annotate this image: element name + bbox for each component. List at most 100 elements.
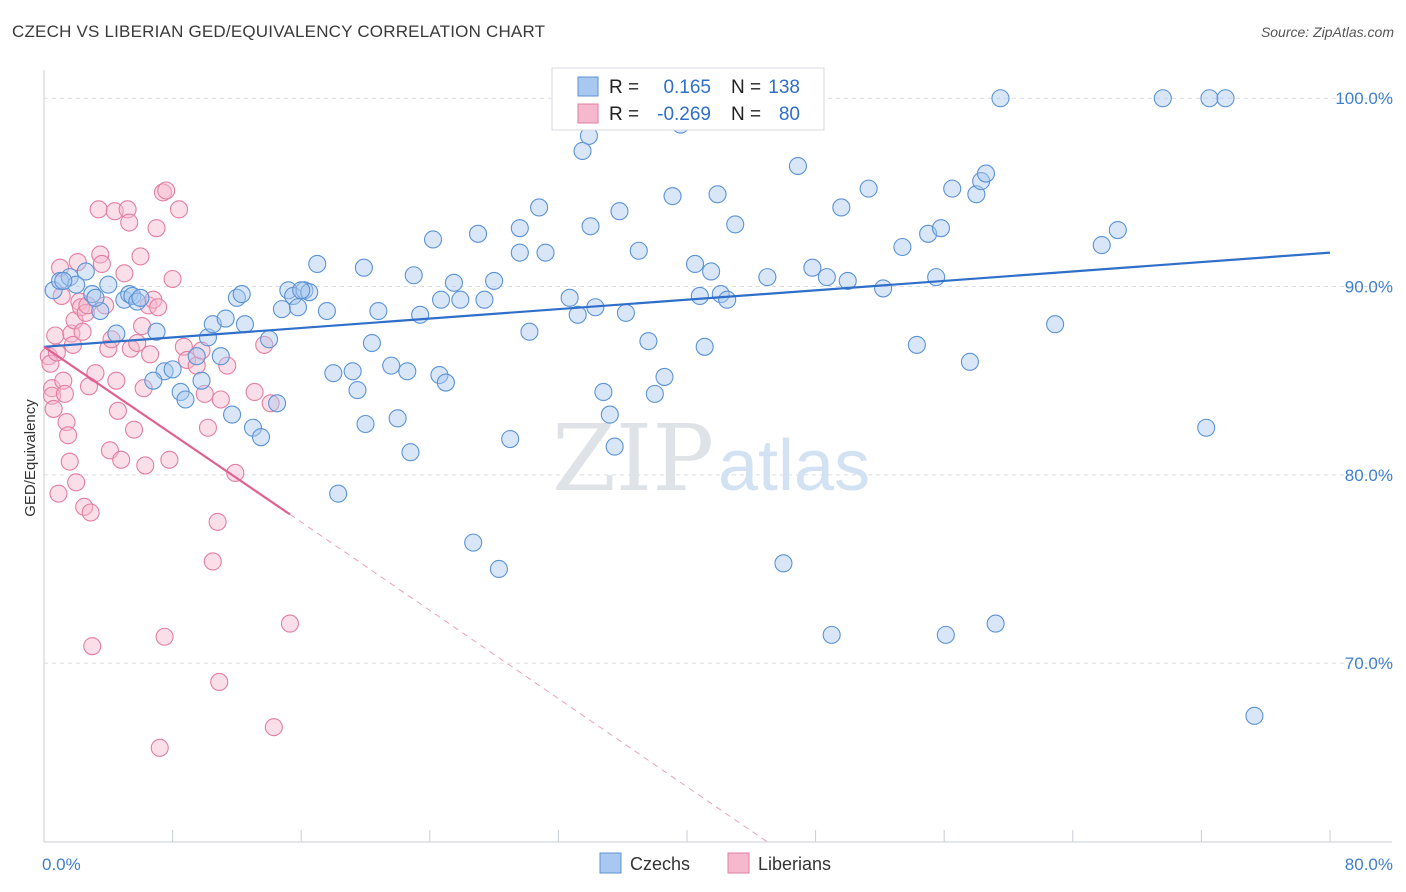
czech-point-80 — [645, 384, 664, 403]
czech-point-69 — [573, 141, 592, 161]
czech-point-99 — [832, 198, 851, 217]
czech-point-42 — [343, 362, 362, 381]
czech-point-65 — [520, 322, 539, 341]
czech-point-20 — [192, 371, 211, 390]
czech-point-108 — [936, 625, 955, 644]
liberian-point-47 — [131, 247, 150, 266]
liberian-point-1 — [41, 354, 60, 373]
liberian-point-42 — [118, 200, 137, 219]
liberian-point-76 — [255, 335, 274, 354]
czech-point-27 — [235, 315, 254, 334]
czech-point-77 — [616, 303, 635, 322]
legend-liberian-n-label: N = — [731, 104, 761, 125]
liberian-point-62 — [169, 200, 189, 219]
czech-point-0 — [44, 281, 63, 300]
czech-point-66 — [530, 198, 549, 217]
liberian-point-12 — [57, 413, 76, 432]
legend-czech-swatch — [577, 76, 599, 97]
czech-point-18 — [176, 390, 195, 409]
y-tick-label-1: 80.0% — [1345, 466, 1393, 485]
legend-liberian-r-value: -0.269 — [657, 104, 711, 125]
liberian-point-28 — [83, 637, 102, 656]
grid-lines — [44, 97, 1392, 664]
czech-point-125 — [86, 288, 105, 307]
czech-points — [44, 89, 1264, 725]
czech-point-130 — [432, 290, 451, 309]
czech-point-106 — [927, 268, 946, 287]
czech-point-39 — [317, 301, 336, 321]
czech-point-30 — [259, 330, 279, 349]
czech-point-45 — [362, 333, 381, 353]
liberian-point-68 — [198, 418, 218, 437]
liberian-point-36 — [102, 330, 121, 349]
liberian-point-5 — [46, 326, 65, 345]
liberian-point-55 — [149, 298, 168, 317]
czech-point-115 — [991, 89, 1010, 108]
bottom-legend-liberian-swatch — [727, 852, 750, 874]
czech-point-67 — [536, 243, 555, 262]
czech-point-81 — [655, 367, 674, 386]
czech-point-90 — [718, 290, 737, 309]
czech-point-91 — [726, 215, 745, 234]
legend-czech-n-value: 138 — [768, 77, 800, 98]
liberian-point-75 — [245, 382, 264, 402]
czech-point-51 — [404, 266, 423, 285]
liberian-point-52 — [141, 345, 160, 364]
liberian-point-78 — [264, 718, 283, 737]
legend-czech-n-label: N = — [731, 77, 761, 98]
liberian-point-73 — [218, 356, 237, 375]
liberian-point-59 — [157, 181, 176, 200]
czech-point-44 — [354, 258, 373, 277]
czech-point-86 — [695, 337, 714, 356]
liberian-point-43 — [120, 213, 139, 232]
czech-point-71 — [581, 217, 600, 236]
legend-liberian-r-label: R = — [609, 104, 639, 125]
bottom-legend-czech-label: Czechs — [630, 854, 690, 874]
liberian-point-60 — [160, 450, 179, 469]
czech-point-87 — [702, 262, 721, 281]
czech-point-114 — [986, 614, 1005, 633]
legend-czech-r-label: R = — [609, 77, 639, 98]
liberian-points — [39, 181, 299, 757]
czech-point-132 — [568, 305, 587, 324]
czech-point-53 — [423, 230, 443, 249]
czech-point-23 — [211, 347, 230, 366]
czech-point-46 — [369, 301, 388, 321]
liberian-point-77 — [261, 394, 280, 413]
y-axis-tick-labels: 70.0% 80.0% 90.0% 100.0% — [1335, 89, 1393, 673]
liberian-point-72 — [211, 390, 230, 409]
czech-point-60 — [475, 290, 494, 309]
czech-point-43 — [348, 381, 367, 400]
czech-point-58 — [464, 533, 483, 552]
czech-point-107 — [931, 219, 951, 238]
czech-point-13 — [131, 288, 150, 307]
czech-point-63 — [501, 430, 520, 449]
liberian-point-14 — [60, 452, 79, 471]
czech-point-4 — [76, 262, 95, 281]
liberian-point-39 — [108, 401, 127, 420]
watermark: ZIP atlas — [552, 405, 870, 512]
x-tick-label-min: 0.0% — [42, 855, 81, 874]
legend-czech-r-value: 0.165 — [663, 77, 711, 98]
czech-point-29 — [251, 428, 271, 447]
liberian-point-50 — [136, 456, 155, 475]
liberian-point-27 — [81, 503, 100, 522]
liberian-point-38 — [107, 371, 126, 390]
y-tick-label-3: 100.0% — [1335, 89, 1393, 108]
czech-point-56 — [444, 273, 463, 292]
czech-point-47 — [382, 356, 401, 375]
liberian-point-54 — [147, 219, 166, 238]
liberian-point-32 — [92, 254, 111, 273]
czech-point-33 — [279, 281, 298, 300]
liberian-point-49 — [134, 379, 153, 398]
czech-point-121 — [1200, 89, 1219, 108]
chart-title: CZECH VS LIBERIAN GED/EQUIVALENCY CORREL… — [12, 22, 546, 41]
liberian-point-4 — [44, 399, 63, 418]
liberian-point-30 — [89, 200, 108, 219]
liberian-point-10 — [54, 371, 73, 390]
liberian-point-40 — [112, 450, 131, 469]
czech-point-94 — [774, 554, 793, 573]
czech-point-68 — [560, 288, 579, 307]
czech-point-126 — [144, 371, 163, 390]
